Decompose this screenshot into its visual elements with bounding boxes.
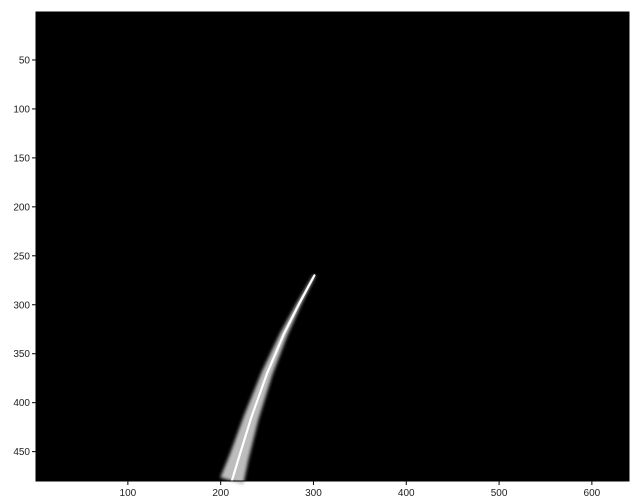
y-tick-label: 450	[13, 447, 30, 458]
x-tick-label: 100	[120, 488, 137, 499]
stroke-layer	[220, 274, 316, 485]
y-tick-label: 50	[19, 55, 31, 66]
y-tick-label: 100	[13, 104, 30, 115]
y-tick-label: 150	[13, 153, 30, 164]
stroke-core	[230, 274, 316, 483]
x-tick-label: 300	[305, 488, 322, 499]
x-tick-label: 600	[584, 488, 601, 499]
axes-frame	[35, 11, 630, 482]
y-tick-label: 250	[13, 251, 30, 262]
y-axis: 50 100 150 200 250 300 350 400 450	[13, 55, 36, 458]
x-axis: 100 200 300 400 500 600	[120, 481, 601, 499]
x-tick-label: 400	[398, 488, 415, 499]
plot-area	[36, 12, 629, 481]
x-tick-label: 500	[491, 488, 508, 499]
y-tick-label: 300	[13, 300, 30, 311]
x-tick-label: 200	[212, 488, 229, 499]
y-tick-label: 350	[13, 349, 30, 360]
y-tick-label: 200	[13, 202, 30, 213]
stroke-glow	[220, 274, 316, 485]
y-tick-label: 400	[13, 398, 30, 409]
